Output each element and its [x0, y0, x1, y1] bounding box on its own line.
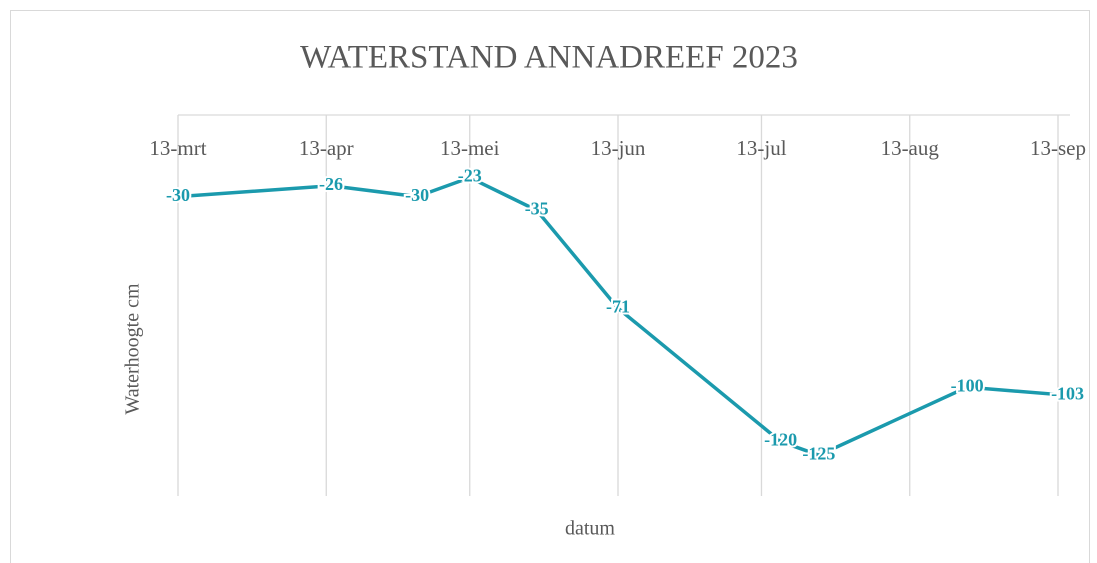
- data-label: -120: [764, 430, 797, 450]
- data-label: -26: [319, 174, 343, 194]
- data-label: -35: [525, 198, 549, 218]
- data-label: -23: [458, 166, 482, 186]
- data-label: -30: [166, 185, 190, 205]
- x-tick-label: 13-aug: [881, 136, 940, 160]
- x-tick-label: 13-sep: [1030, 136, 1086, 160]
- plot: 13-mrt 13-apr 13-mei 13-jun 13-jul 13-aug 13-s…: [149, 114, 1086, 496]
- data-label: -71: [606, 296, 630, 316]
- chart-border: [10, 10, 1090, 563]
- data-line: [177, 175, 1068, 458]
- x-tick-label: 13-jul: [736, 136, 786, 160]
- x-tick-label: 13-mei: [440, 136, 500, 160]
- data-label: -100: [951, 375, 984, 395]
- data-label: -103: [1051, 383, 1084, 403]
- data-label: -125: [802, 443, 835, 463]
- data-label: -30: [405, 185, 429, 205]
- x-tick-label: 13-jun: [591, 136, 646, 160]
- x-tick-label: 13-apr: [299, 136, 354, 160]
- x-axis-title: datum: [565, 518, 615, 540]
- x-tick-label: 13-mrt: [149, 136, 206, 160]
- y-axis-title: Waterhoogte cm: [122, 283, 144, 415]
- chart-title: WATERSTAND ANNADREEF 2023: [300, 40, 798, 76]
